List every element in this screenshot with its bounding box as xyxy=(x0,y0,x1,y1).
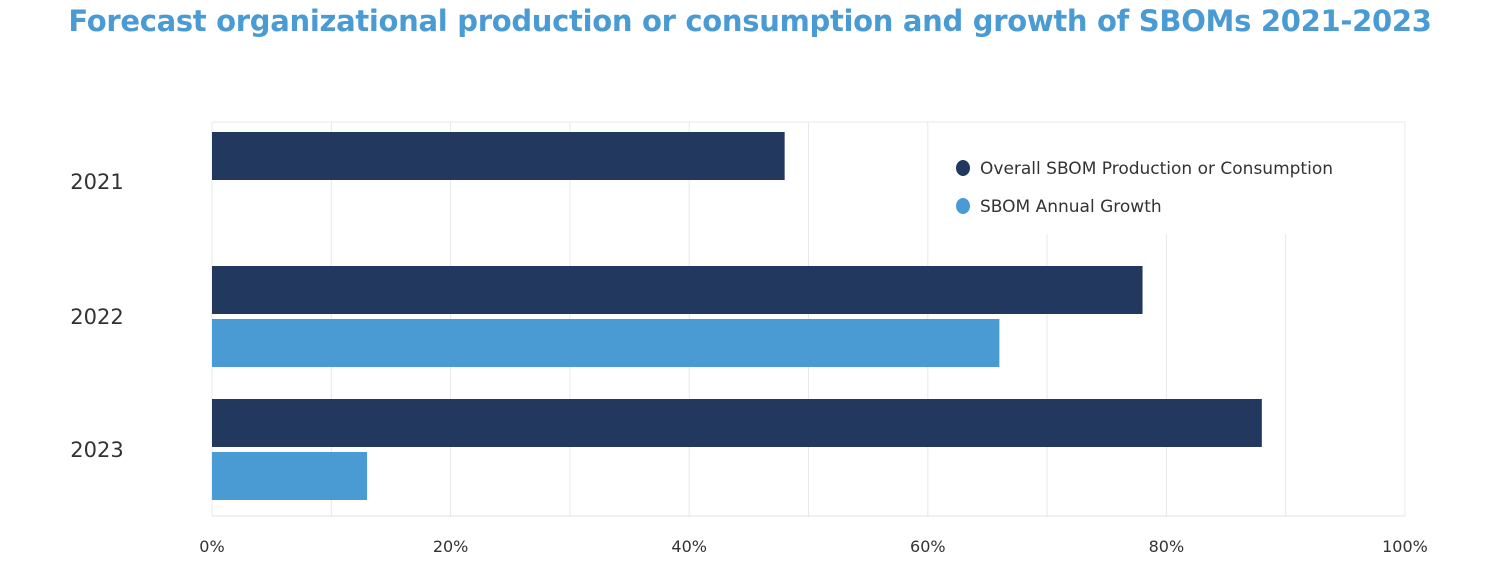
x-tick-label: 40% xyxy=(671,537,707,556)
category-label: 2023 xyxy=(70,438,123,462)
x-tick-label: 20% xyxy=(433,537,469,556)
chart-title: Forecast organizational production or co… xyxy=(68,4,1432,38)
bar-overall xyxy=(212,132,785,180)
bar-overall xyxy=(212,399,1262,447)
legend-marker xyxy=(956,160,970,176)
legend-label: Overall SBOM Production or Consumption xyxy=(980,159,1333,179)
x-tick-label: 60% xyxy=(910,537,946,556)
x-tick-label: 100% xyxy=(1382,537,1428,556)
legend-box xyxy=(929,123,1404,234)
bar-overall xyxy=(212,266,1143,314)
x-tick-label: 80% xyxy=(1149,537,1185,556)
x-tick-label: 0% xyxy=(199,537,224,556)
bar-growth xyxy=(212,319,1000,367)
bar-growth xyxy=(212,452,368,500)
legend-marker xyxy=(956,198,970,214)
legend-label: SBOM Annual Growth xyxy=(980,197,1162,217)
category-label: 2022 xyxy=(70,305,123,329)
category-label: 2021 xyxy=(70,170,123,194)
